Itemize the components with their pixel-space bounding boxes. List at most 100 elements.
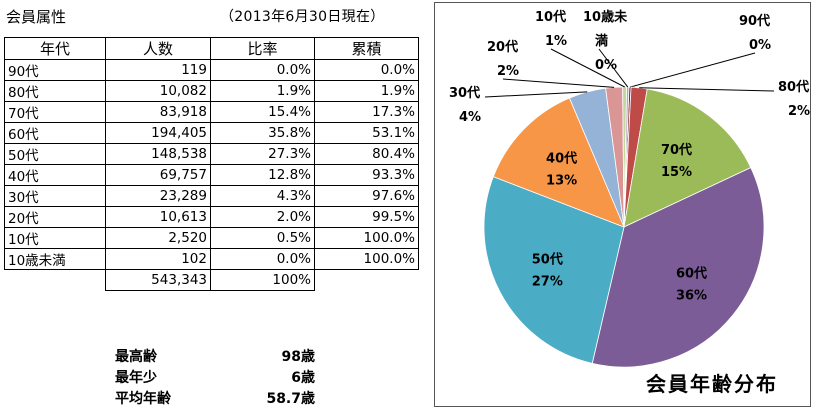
stat-row-average: 平均年齢 58.7歳 — [115, 388, 315, 409]
cell-cumulative: 93.3% — [314, 164, 419, 186]
chart-title: 会員年齢分布 — [646, 372, 778, 396]
table-row: 20代 10,613 2.0% 99.5% — [4, 206, 419, 228]
column-header-count: 人数 — [105, 37, 211, 60]
cell-age: 40代 — [4, 164, 106, 186]
leader-line — [502, 78, 615, 88]
stat-value: 6歳 — [291, 370, 315, 386]
age-table: 年代 人数 比率 累積 90代 119 0.0% 0.0% 80代 10,082 1.9% 1… — [4, 37, 419, 291]
column-header-ratio: 比率 — [210, 37, 315, 60]
slice-name-label: 90代 — [739, 13, 770, 29]
cell-count: 148,538 — [105, 143, 211, 165]
slice-percent-label: 36% — [676, 289, 707, 304]
pie-slice — [492, 97, 625, 228]
total-count: 543,343 — [105, 269, 211, 291]
slice-name-label: 60代 — [676, 266, 707, 282]
cell-age: 50代 — [4, 143, 106, 165]
leader-line — [550, 48, 625, 88]
cell-ratio: 1.9% — [210, 80, 315, 102]
table-row: 70代 83,918 15.4% 17.3% — [4, 101, 419, 123]
table-row: 50代 148,538 27.3% 80.4% — [4, 143, 419, 165]
table-row: 30代 23,289 4.3% 97.6% — [4, 185, 419, 207]
pie-slice — [591, 167, 765, 368]
slice-percent-label: 4% — [459, 110, 481, 125]
column-header-cumulative: 累積 — [314, 37, 419, 60]
cell-ratio: 2.0% — [210, 206, 315, 228]
cell-count: 194,405 — [105, 122, 211, 144]
slice-percent-label: 15% — [661, 165, 692, 180]
cell-cumulative: 0.0% — [314, 59, 419, 81]
cell-age: 70代 — [4, 101, 106, 123]
cell-age: 90代 — [4, 59, 106, 81]
page-title: 会員属性 — [6, 8, 67, 26]
leader-line — [639, 87, 775, 92]
table-row: 60代 194,405 35.8% 53.1% — [4, 122, 419, 144]
table-row: 40代 69,757 12.8% 93.3% — [4, 164, 419, 186]
as-of-date: （2013年6月30日現在） — [220, 9, 385, 25]
cell-age: 20代 — [4, 206, 106, 228]
cell-count: 2,520 — [105, 227, 211, 249]
slice-percent-label: 2% — [497, 64, 519, 79]
total-blank-cell-right — [314, 269, 419, 291]
cell-cumulative: 80.4% — [314, 143, 419, 165]
slice-name-label: 70代 — [661, 142, 692, 158]
stat-value: 58.7歳 — [266, 391, 315, 407]
cell-cumulative: 100.0% — [314, 227, 419, 249]
table-row: 90代 119 0.0% 0.0% — [4, 59, 419, 81]
cell-ratio: 27.3% — [210, 143, 315, 165]
table-header-row: 年代 人数 比率 累積 — [4, 37, 419, 60]
cell-ratio: 4.3% — [210, 185, 315, 207]
cell-ratio: 0.0% — [210, 248, 315, 270]
cell-age: 30代 — [4, 185, 106, 207]
leader-line — [484, 91, 588, 98]
slice-name-label: 40代 — [546, 151, 577, 167]
cell-count: 102 — [105, 248, 211, 270]
cell-count: 10,082 — [105, 80, 211, 102]
slice-name-label: 10歳未 — [583, 9, 628, 25]
slice-name-label: 30代 — [449, 85, 480, 101]
slice-percent-label: 0% — [595, 58, 617, 73]
cell-count: 23,289 — [105, 185, 211, 207]
stat-value: 98歳 — [281, 349, 315, 365]
cell-ratio: 12.8% — [210, 164, 315, 186]
age-stats: 最高齢 98歳 最年少 6歳 平均年齢 58.7歳 — [115, 346, 315, 409]
pie-slice — [483, 176, 625, 364]
table-row: 80代 10,082 1.9% 1.9% — [4, 80, 419, 102]
stat-label: 平均年齢 — [115, 391, 171, 407]
cell-cumulative: 53.1% — [314, 122, 419, 144]
slice-name-label: 50代 — [532, 252, 563, 268]
slice-name-label: 80代 — [778, 79, 809, 95]
total-row: 543,343 100% — [4, 269, 419, 291]
slice-percent-label: 27% — [532, 275, 563, 290]
cell-age: 10歳未満 — [4, 248, 106, 270]
column-header-age: 年代 — [4, 37, 106, 60]
cell-ratio: 0.0% — [210, 59, 315, 81]
stat-row-oldest: 最高齢 98歳 — [115, 346, 315, 367]
member-attributes-panel: 会員属性 （2013年6月30日現在） 年代 人数 比率 累積 90代 119 0.… — [4, 8, 419, 409]
cell-count: 83,918 — [105, 101, 211, 123]
slice-percent-label: 2% — [788, 104, 810, 119]
cell-ratio: 35.8% — [210, 122, 315, 144]
slice-name-label: 20代 — [487, 39, 518, 55]
table-row: 10歳未満 102 0.0% 100.0% — [4, 248, 419, 270]
slice-percent-label: 13% — [546, 174, 577, 189]
slice-name-label: 10代 — [535, 9, 566, 25]
cell-cumulative: 1.9% — [314, 80, 419, 102]
slice-name-label: 満 — [595, 33, 608, 49]
slice-percent-label: 0% — [749, 38, 771, 53]
pie-chart-panel: 90代 0% 80代 2% 70代 15% 60代 36% 50代 27% 40代 13% 30代 4% 2… — [434, 2, 811, 407]
cell-cumulative: 100.0% — [314, 248, 419, 270]
stat-row-youngest: 最年少 6歳 — [115, 367, 315, 388]
leader-line — [598, 48, 629, 88]
stat-label: 最高齢 — [115, 349, 157, 365]
stat-label: 最年少 — [115, 370, 157, 386]
leader-line — [629, 52, 756, 88]
cell-age: 80代 — [4, 80, 106, 102]
cell-ratio: 0.5% — [210, 227, 315, 249]
cell-count: 10,613 — [105, 206, 211, 228]
cell-count: 69,757 — [105, 164, 211, 186]
total-ratio: 100% — [210, 269, 315, 291]
cell-cumulative: 17.3% — [314, 101, 419, 123]
cell-ratio: 15.4% — [210, 101, 315, 123]
total-blank-cell — [4, 269, 106, 291]
cell-cumulative: 99.5% — [314, 206, 419, 228]
